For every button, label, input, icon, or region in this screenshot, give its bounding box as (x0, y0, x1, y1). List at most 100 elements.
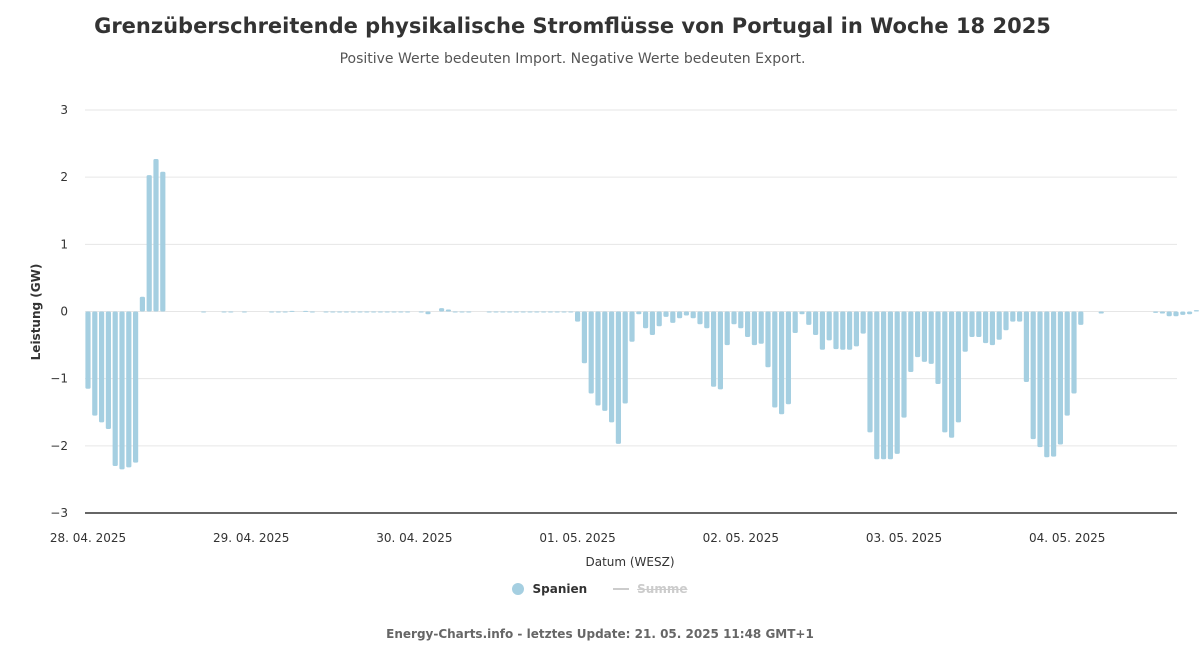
y-tick-label: −1 (50, 372, 68, 386)
bar (949, 311, 955, 438)
bar (398, 311, 404, 313)
bar (874, 311, 880, 460)
bar (792, 311, 798, 333)
bar (819, 311, 825, 350)
bar (1159, 311, 1165, 314)
bar (745, 311, 751, 338)
bar (126, 311, 132, 468)
bar (581, 311, 587, 364)
bar (690, 311, 696, 319)
axes: 3 2 1 0 −1 −2 −3 28. 04. 2025 29. 04. 2025 30. 04… (50, 103, 1177, 545)
bar (228, 311, 234, 313)
x-tick-label: 02. 05. 2025 (703, 531, 779, 545)
bar (915, 311, 921, 358)
bar (955, 311, 961, 423)
bar (860, 311, 866, 334)
x-tick-label: 29. 04. 2025 (213, 531, 289, 545)
bar (520, 311, 526, 313)
bar (133, 311, 139, 463)
bar (534, 311, 540, 313)
bar (840, 311, 846, 350)
bar (500, 311, 506, 313)
bar (1017, 311, 1023, 322)
bar (826, 311, 832, 341)
bar (697, 311, 703, 325)
x-tick-label: 04. 05. 2025 (1029, 531, 1105, 545)
bar (105, 311, 111, 430)
bar (513, 311, 519, 313)
bar (575, 311, 581, 322)
bar (894, 311, 900, 454)
bar (1071, 311, 1077, 394)
bar (622, 311, 628, 404)
bar (908, 311, 914, 372)
bar (1153, 311, 1159, 313)
bar (323, 311, 329, 313)
bar (942, 311, 948, 433)
bar (1051, 311, 1057, 457)
bar (853, 311, 859, 347)
bar (561, 311, 567, 313)
bar (976, 311, 982, 338)
bar (201, 311, 207, 313)
bar (663, 311, 669, 317)
bar (221, 311, 227, 313)
bar (568, 311, 574, 313)
bar (357, 311, 363, 313)
bar (1180, 311, 1186, 315)
bar (717, 311, 723, 390)
bar (683, 311, 689, 316)
bar (643, 311, 649, 329)
bar (343, 311, 349, 313)
y-tick-label: −3 (50, 506, 68, 520)
legend-marker-dot-icon (512, 583, 525, 595)
bar (731, 311, 737, 325)
bar (493, 311, 499, 313)
legend-item-summe[interactable]: Summe (613, 582, 688, 596)
bar (983, 311, 989, 344)
bar (541, 311, 547, 313)
bar (289, 310, 295, 312)
bar (269, 311, 275, 313)
y-tick-label: 3 (60, 103, 68, 117)
bar (1044, 311, 1050, 458)
y-tick-label: 1 (60, 237, 68, 251)
bar (350, 311, 356, 313)
x-axis-title: Datum (WESZ) (585, 555, 674, 569)
bar (1003, 311, 1009, 331)
bar (1030, 311, 1036, 440)
bar (384, 311, 390, 313)
bar (439, 308, 445, 312)
bar (547, 311, 553, 313)
y-tick-label: 0 (60, 305, 68, 319)
bar (153, 159, 159, 312)
bar (962, 311, 968, 352)
grid-lines (85, 109, 1177, 447)
bar (466, 311, 472, 313)
bar (425, 311, 431, 315)
bar (309, 311, 315, 313)
bar (452, 311, 458, 313)
bar (527, 311, 533, 313)
bar (1037, 311, 1043, 448)
bar (595, 311, 601, 406)
bar (847, 311, 853, 350)
bar (1078, 311, 1084, 325)
bar (139, 296, 145, 312)
bar (751, 311, 757, 346)
y-tick-label: 2 (60, 170, 68, 184)
bar (282, 311, 288, 313)
bar (677, 311, 683, 319)
bar (1057, 311, 1063, 445)
bar (887, 311, 893, 460)
bar (1187, 311, 1193, 315)
bar (704, 311, 710, 329)
bar (337, 311, 343, 313)
credits: Energy-Charts.info - letztes Update: 21.… (386, 627, 814, 641)
bar (405, 311, 411, 313)
bar (969, 311, 975, 338)
legend-item-spanien[interactable]: Spanien (512, 582, 587, 596)
bar (371, 311, 377, 313)
